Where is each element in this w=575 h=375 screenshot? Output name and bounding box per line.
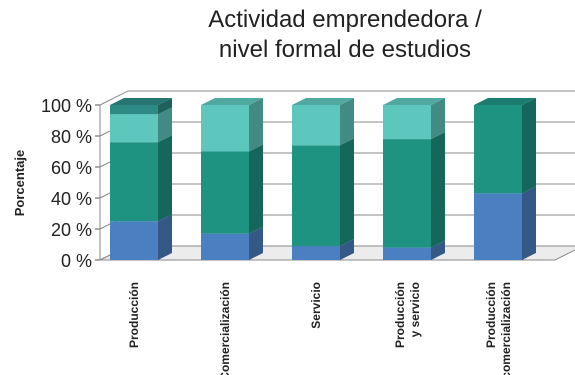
y-tick-label: 20 % (51, 220, 92, 240)
bar-segment-front (474, 193, 522, 260)
y-tick-label: 100 % (41, 96, 92, 116)
bar-segment-top (201, 98, 263, 105)
bar-segment-side (158, 135, 172, 222)
bar-segment-side (158, 107, 172, 143)
y-tick-label: 80 % (51, 127, 92, 147)
bar-segment-side (522, 186, 536, 260)
x-tick-label-line: Producción (127, 282, 141, 348)
x-tick-label-line: Producción (393, 282, 407, 348)
bar-segment-front (201, 105, 249, 152)
bar-segment-side (431, 98, 445, 140)
bar-segment-front (474, 105, 522, 194)
chart-title-line-2: nivel formal de estudios (218, 36, 472, 63)
bar-segment-front (201, 233, 249, 260)
x-tick-label: Producción (127, 282, 141, 348)
x-tick-label-line: Servicio (309, 282, 323, 329)
x-tick-label: Producción y comercialización (484, 282, 513, 375)
bar-segment-top (383, 98, 445, 105)
x-tick-label-line: y servicio (408, 282, 422, 337)
bar-segment-front (383, 247, 431, 260)
bar-segment-front (110, 221, 158, 260)
bar-segment-top (110, 98, 172, 105)
x-tick-label: Comercialización (218, 282, 232, 375)
bar-segment-top (292, 98, 354, 105)
bar-segment-side (249, 98, 263, 152)
bar-segment-side (431, 132, 445, 248)
bar-segment-side (249, 144, 263, 234)
bar-segment-side (158, 214, 172, 260)
bar-segment-front (292, 105, 340, 146)
y-tick-label: 0 % (61, 251, 92, 271)
bar-segment-side (340, 98, 354, 146)
bar-segment-side (249, 226, 263, 260)
y-tick-label: 60 % (51, 158, 92, 178)
bar-segment-front (110, 142, 158, 222)
gridline (99, 90, 575, 106)
x-tick-label-line: Producción (484, 282, 498, 348)
bar-segment-side (522, 98, 536, 194)
chart-title-line-1: Actividad emprendedora / (208, 6, 482, 33)
bar-segment-front (292, 246, 340, 260)
bar-segment-side (158, 98, 172, 115)
x-tick-label-line: Comercialización (218, 282, 232, 375)
bar-segment-front (292, 145, 340, 247)
bar-segment-front (110, 114, 158, 143)
bar-segment-top (474, 98, 536, 105)
bar-segment-side (340, 239, 354, 260)
bar-segment-side (431, 240, 445, 260)
x-tick-label: Producción y servicio (393, 282, 422, 348)
bar-segment-front (201, 151, 249, 234)
bar-segment-side (340, 138, 354, 247)
y-axis-label: Porcentaje (12, 150, 27, 216)
x-tick-label-line: y comercialización (499, 282, 513, 375)
y-tick-label: 40 % (51, 189, 92, 209)
x-tick-label: Servicio (309, 282, 323, 329)
bar-segment-front (110, 105, 158, 115)
bar-segment-front (383, 139, 431, 248)
bar-segment-front (383, 105, 431, 140)
